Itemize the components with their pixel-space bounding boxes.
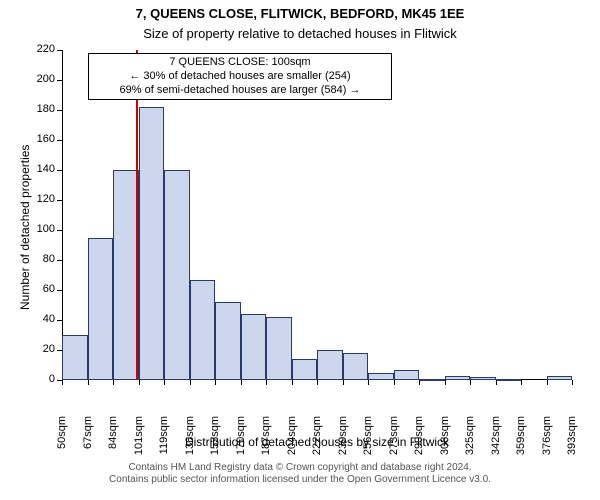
x-tick-label: 393sqm: [566, 416, 578, 466]
x-tick-mark: [88, 380, 89, 385]
y-tick-mark: [57, 200, 62, 201]
x-tick-mark: [113, 380, 114, 385]
footer-line2: Contains public sector information licen…: [0, 474, 600, 486]
histogram-bar: [164, 170, 190, 380]
y-tick-label: 180: [27, 103, 55, 115]
x-tick-label: 50sqm: [56, 416, 68, 466]
y-tick-label: 220: [27, 43, 55, 55]
x-tick-label: 101sqm: [133, 416, 145, 466]
histogram-bar: [368, 373, 394, 381]
x-tick-label: 67sqm: [82, 416, 94, 466]
histogram-bar: [419, 379, 445, 381]
x-tick-mark: [547, 380, 548, 385]
y-tick-label: 200: [27, 73, 55, 85]
y-tick-label: 40: [27, 313, 55, 325]
x-tick-label: 187sqm: [260, 416, 272, 466]
x-tick-label: 376sqm: [541, 416, 553, 466]
y-tick-label: 120: [27, 193, 55, 205]
histogram-bar: [343, 353, 369, 380]
x-tick-label: 204sqm: [286, 416, 298, 466]
y-tick-label: 160: [27, 133, 55, 145]
x-tick-mark: [317, 380, 318, 385]
x-tick-mark: [343, 380, 344, 385]
y-tick-mark: [57, 290, 62, 291]
histogram-bar: [317, 350, 343, 380]
histogram-bar: [139, 107, 165, 380]
chart-page: { "title_main": "7, QUEENS CLOSE, FLITWI…: [0, 0, 600, 500]
annotation-box: 7 QUEENS CLOSE: 100sqm ← 30% of detached…: [88, 53, 392, 100]
x-tick-mark: [521, 380, 522, 385]
histogram-bar: [394, 370, 420, 381]
x-tick-mark: [62, 380, 63, 385]
y-tick-mark: [57, 230, 62, 231]
chart-title: 7, QUEENS CLOSE, FLITWICK, BEDFORD, MK45…: [0, 6, 600, 21]
x-tick-label: 84sqm: [107, 416, 119, 466]
x-tick-mark: [164, 380, 165, 385]
histogram-bar: [445, 376, 471, 381]
x-tick-mark: [215, 380, 216, 385]
annotation-line1: 7 QUEENS CLOSE: 100sqm: [95, 56, 385, 70]
y-tick-mark: [57, 260, 62, 261]
x-tick-mark: [419, 380, 420, 385]
x-tick-label: 256sqm: [362, 416, 374, 466]
histogram-bar: [215, 302, 241, 380]
histogram-bar: [62, 335, 88, 380]
y-tick-label: 80: [27, 253, 55, 265]
x-tick-mark: [266, 380, 267, 385]
histogram-bar: [113, 170, 139, 380]
x-tick-label: 273sqm: [388, 416, 400, 466]
histogram-bar: [88, 238, 114, 381]
x-tick-label: 170sqm: [235, 416, 247, 466]
x-tick-mark: [190, 380, 191, 385]
y-tick-mark: [57, 80, 62, 81]
y-tick-mark: [57, 110, 62, 111]
chart-subtitle: Size of property relative to detached ho…: [0, 26, 600, 41]
histogram-bar: [292, 359, 318, 380]
x-tick-label: 119sqm: [158, 416, 170, 466]
x-tick-mark: [139, 380, 140, 385]
x-tick-mark: [470, 380, 471, 385]
x-tick-mark: [445, 380, 446, 385]
y-tick-mark: [57, 320, 62, 321]
x-tick-label: 153sqm: [209, 416, 221, 466]
y-tick-mark: [57, 170, 62, 171]
y-tick-mark: [57, 50, 62, 51]
x-tick-label: 136sqm: [184, 416, 196, 466]
x-tick-label: 342sqm: [490, 416, 502, 466]
x-tick-mark: [394, 380, 395, 385]
x-tick-mark: [241, 380, 242, 385]
y-tick-mark: [57, 140, 62, 141]
annotation-line2: ← 30% of detached houses are smaller (25…: [95, 70, 385, 84]
histogram-bar: [241, 314, 267, 380]
x-tick-label: 222sqm: [311, 416, 323, 466]
y-tick-label: 60: [27, 283, 55, 295]
histogram-bar: [496, 379, 522, 381]
y-tick-label: 140: [27, 163, 55, 175]
histogram-bar: [470, 377, 496, 380]
x-tick-label: 308sqm: [439, 416, 451, 466]
x-tick-mark: [572, 380, 573, 385]
histogram-bar: [266, 317, 292, 380]
x-tick-mark: [368, 380, 369, 385]
histogram-bar: [190, 280, 216, 381]
annotation-line3: 69% of semi-detached houses are larger (…: [95, 84, 385, 98]
x-tick-mark: [292, 380, 293, 385]
x-tick-label: 325sqm: [464, 416, 476, 466]
y-tick-label: 0: [27, 373, 55, 385]
y-axis-line: [62, 50, 63, 380]
y-tick-label: 20: [27, 343, 55, 355]
histogram-bar: [547, 376, 573, 381]
x-tick-label: 290sqm: [413, 416, 425, 466]
x-tick-mark: [496, 380, 497, 385]
y-tick-label: 100: [27, 223, 55, 235]
x-tick-label: 239sqm: [337, 416, 349, 466]
x-tick-label: 359sqm: [515, 416, 527, 466]
